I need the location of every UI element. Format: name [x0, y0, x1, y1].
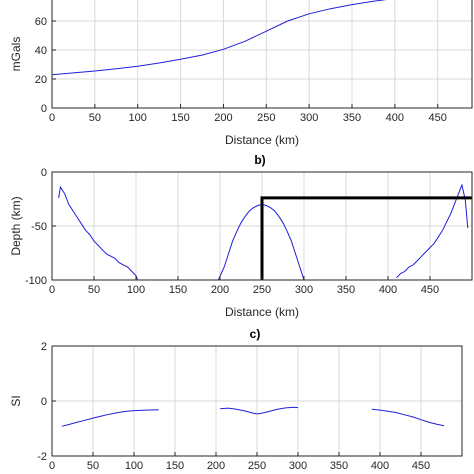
x-tick-label: 250	[257, 112, 275, 124]
y-tick-label: 0	[41, 396, 47, 408]
y-axis-label: Depth (km)	[9, 196, 23, 255]
x-tick-label: 300	[289, 460, 307, 472]
x-tick-label: 200	[214, 112, 232, 124]
y-tick-label: 0	[41, 103, 47, 115]
x-tick-label: 350	[337, 284, 355, 296]
x-tick-label: 0	[49, 112, 55, 124]
data-line	[58, 185, 139, 280]
data-line	[52, 0, 387, 76]
x-tick-label: 150	[171, 112, 189, 124]
x-tick-label: 450	[429, 112, 447, 124]
y-axis-label: SI	[9, 395, 23, 406]
y-tick-label: -50	[31, 221, 47, 233]
x-tick-label: 300	[300, 112, 318, 124]
x-tick-label: 200	[211, 284, 229, 296]
y-tick-label: -100	[25, 275, 47, 287]
y-axis-label: mGals	[9, 37, 23, 72]
y-tick-label: 20	[35, 74, 47, 86]
y-tick-label: 0	[41, 167, 47, 179]
x-tick-label: 400	[386, 112, 404, 124]
x-tick-label: 100	[127, 284, 145, 296]
x-tick-label: 400	[379, 284, 397, 296]
series-group	[61, 406, 445, 427]
series-group	[58, 183, 472, 280]
x-tick-label: 100	[125, 460, 143, 472]
x-tick-label: 350	[330, 460, 348, 472]
x-axis-label: Distance (km)	[225, 133, 299, 147]
y-tick-label: 2	[41, 341, 47, 353]
y-tick-label: 60	[35, 16, 47, 28]
x-tick-label: 450	[412, 460, 430, 472]
x-tick-label: 150	[166, 460, 184, 472]
data-line	[371, 408, 445, 427]
panel-2: 0 50 100 150 200 250 300 350 400 450 -100 -50 0 Dista…	[9, 153, 473, 319]
x-tick-label: 50	[88, 284, 100, 296]
x-tick-label: 50	[89, 112, 101, 124]
x-tick-label: 50	[87, 460, 99, 472]
x-tick-label: 0	[49, 284, 55, 296]
x-tick-label: 100	[129, 112, 147, 124]
series-group	[52, 0, 387, 76]
x-tick-label: 250	[248, 460, 266, 472]
x-tick-label: 0	[49, 460, 55, 472]
y-tick-label: 40	[35, 45, 47, 57]
panel-title: b)	[254, 153, 265, 167]
panel-1: 0 50 100 150 200 250 300 350 400 450 0 20 40 60 Distan…	[9, 0, 473, 147]
x-tick-label: 150	[169, 284, 187, 296]
x-tick-label: 450	[421, 284, 439, 296]
y-tick-label: -2	[37, 451, 47, 463]
x-tick-label: 400	[371, 460, 389, 472]
data-line	[61, 409, 159, 427]
x-tick-label: 200	[207, 460, 225, 472]
data-line	[396, 183, 469, 279]
x-tick-label: 300	[295, 284, 313, 296]
data-line	[220, 406, 299, 415]
overlay-line	[260, 196, 472, 280]
x-tick-label: 250	[253, 284, 271, 296]
panel-title: c)	[250, 327, 261, 341]
x-tick-label: 350	[343, 112, 361, 124]
x-axis-label: Distance (km)	[225, 305, 299, 319]
plot-frame	[51, 0, 473, 109]
